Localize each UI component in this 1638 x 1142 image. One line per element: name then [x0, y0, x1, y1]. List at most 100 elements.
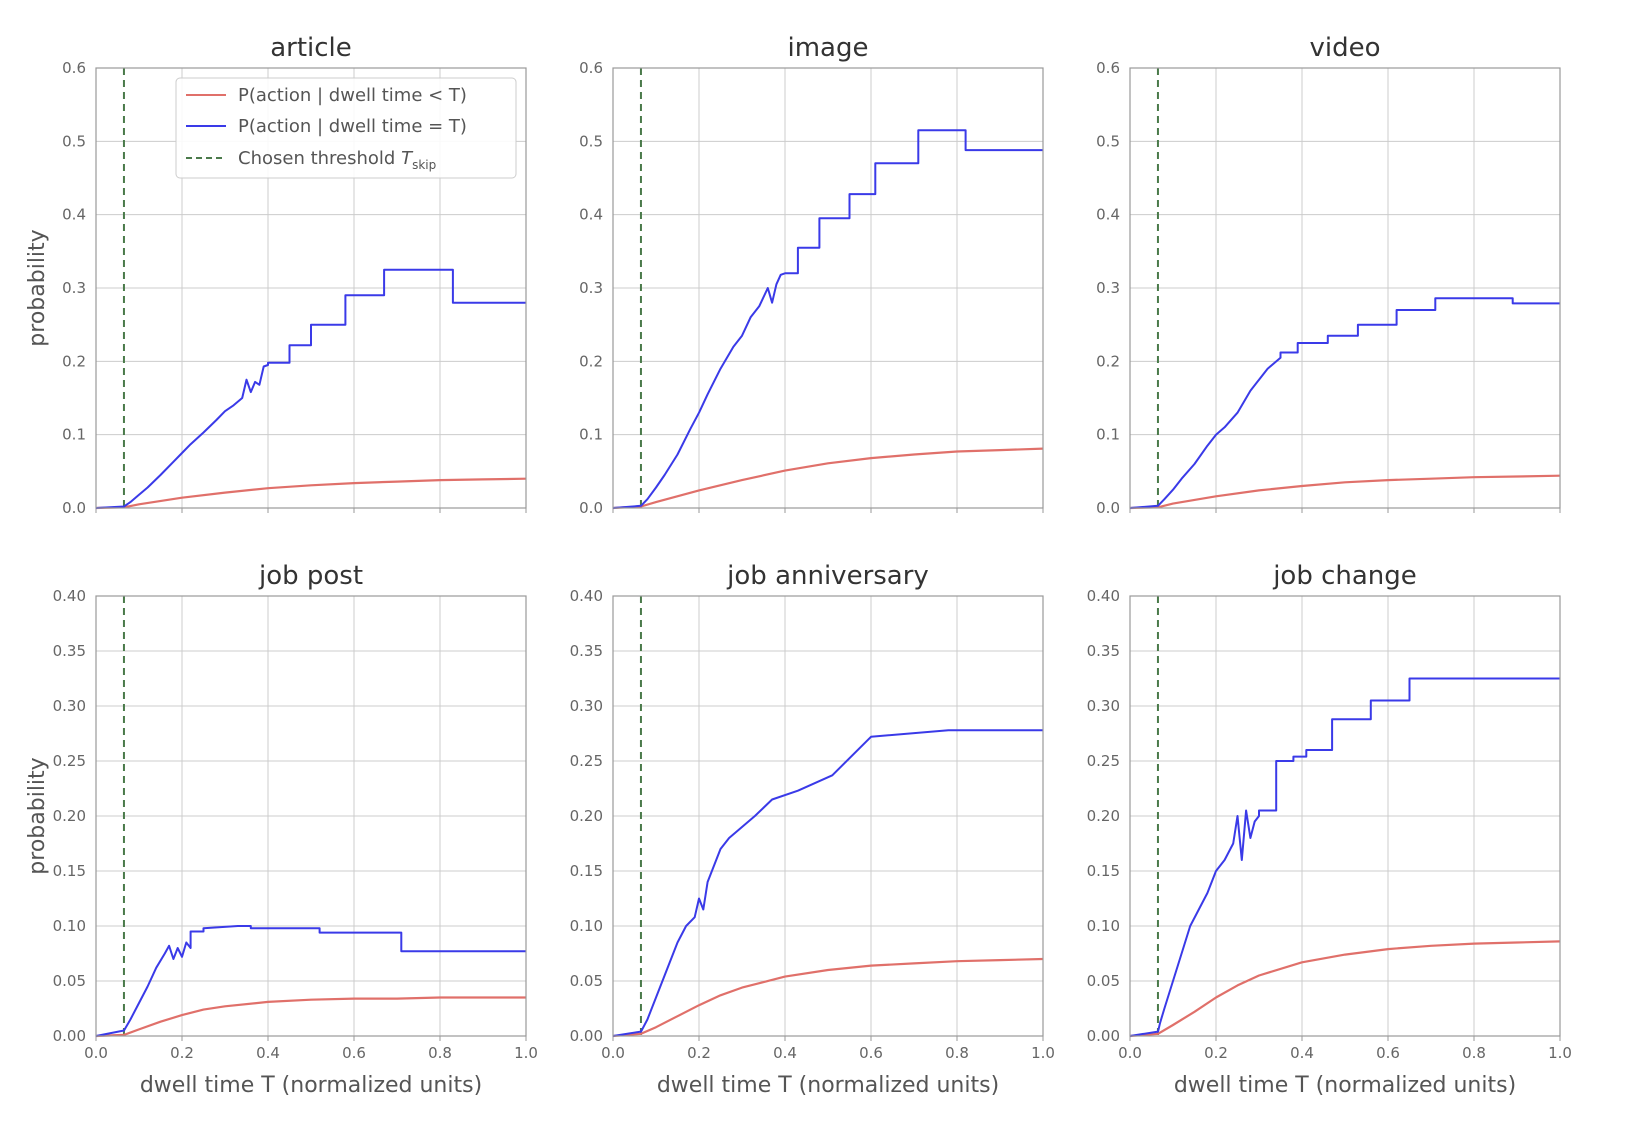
y-tick-label: 0.20	[1087, 807, 1120, 825]
y-tick-label: 0.35	[1087, 642, 1120, 660]
x-tick-label: 1.0	[1548, 1044, 1572, 1062]
y-tick-label: 0.4	[579, 206, 603, 224]
plot-frame	[1129, 67, 1561, 509]
y-tick-label: 0.5	[1096, 132, 1120, 150]
panel-title: job anniversary	[726, 561, 929, 591]
plot-frame	[612, 67, 1044, 509]
x-tick-label: 0.0	[601, 1044, 625, 1062]
plot-frame	[95, 595, 527, 1037]
plot-frame	[1129, 595, 1561, 1037]
y-tick-label: 0.15	[53, 862, 86, 880]
x-tick-label: 1.0	[1031, 1044, 1055, 1062]
series-line-below-threshold	[1129, 474, 1561, 510]
y-tick-label: 0.30	[570, 697, 603, 715]
y-tick-label: 0.1	[1096, 426, 1120, 444]
y-tick-label: 0.15	[1087, 862, 1120, 880]
y-tick-label: 0.3	[62, 279, 86, 297]
y-tick-label: 0.05	[53, 972, 86, 990]
y-tick-label: 0.3	[1096, 279, 1120, 297]
y-tick-label: 0.5	[62, 132, 86, 150]
y-tick-label: 0.2	[1096, 352, 1120, 370]
y-tick-label: 0.10	[1087, 917, 1120, 935]
y-tick-label: 0.40	[570, 587, 603, 605]
panel-title: job change	[1272, 561, 1417, 591]
y-tick-label: 0.25	[1087, 752, 1120, 770]
y-tick-label: 0.6	[1096, 59, 1120, 77]
y-tick-label: 0.00	[570, 1027, 603, 1045]
series-line-at-threshold	[612, 129, 1043, 509]
y-tick-label: 0.0	[579, 499, 603, 517]
x-tick-label: 0.6	[859, 1044, 883, 1062]
x-tick-label: 0.8	[1462, 1044, 1486, 1062]
x-tick-label: 0.4	[256, 1044, 280, 1062]
y-tick-label: 0.5	[579, 132, 603, 150]
x-tick-label: 0.4	[1290, 1044, 1314, 1062]
x-tick-label: 0.6	[1376, 1044, 1400, 1062]
panel-job-anniversary: 0.00 0.05 0.10 0.15 0.20 0.25 0.30 0.35 0.40 0.0 0…	[570, 561, 1055, 1098]
y-tick-label: 0.40	[53, 587, 86, 605]
y-tick-label: 0.00	[1087, 1027, 1120, 1045]
y-tick-label: 0.0	[62, 499, 86, 517]
y-tick-label: 0.20	[53, 807, 86, 825]
series-line-at-threshold	[95, 925, 526, 1037]
x-axis-label: dwell time T (normalized units)	[657, 1073, 999, 1098]
legend-label-below-threshold: P(action | dwell time < T)	[238, 85, 467, 106]
series-line-at-threshold	[95, 268, 526, 509]
series-line-at-threshold	[1129, 677, 1560, 1037]
series-line-below-threshold	[1129, 940, 1561, 1038]
x-tick-label: 0.4	[773, 1044, 797, 1062]
x-tick-label: 0.8	[428, 1044, 452, 1062]
y-tick-label: 0.00	[53, 1027, 86, 1045]
x-tick-label: 0.0	[84, 1044, 108, 1062]
y-tick-label: 0.35	[570, 642, 603, 660]
y-tick-label: 0.2	[579, 352, 603, 370]
x-tick-label: 0.8	[945, 1044, 969, 1062]
x-axis-label: dwell time T (normalized units)	[1174, 1073, 1516, 1098]
panel-title: article	[270, 33, 352, 63]
y-tick-label: 0.1	[579, 426, 603, 444]
panel-video: 0.0 0.1 0.2 0.3 0.4 0.5 0.6 video	[1096, 33, 1561, 517]
y-tick-label: 0.30	[1087, 697, 1120, 715]
y-tick-label: 0.25	[53, 752, 86, 770]
y-tick-label: 0.15	[570, 862, 603, 880]
x-tick-label: 0.0	[1118, 1044, 1142, 1062]
y-tick-label: 0.4	[1096, 206, 1120, 224]
series-line-below-threshold	[612, 447, 1044, 510]
series-line-at-threshold	[612, 729, 1043, 1037]
x-axis-label: dwell time T (normalized units)	[140, 1073, 482, 1098]
y-axis-label: probability	[25, 757, 50, 874]
y-axis-label: probability	[25, 229, 50, 346]
panel-job-post: 0.00 0.05 0.10 0.15 0.20 0.25 0.30 0.35 0.40 0.0 0…	[25, 561, 538, 1098]
x-tick-label: 1.0	[514, 1044, 538, 1062]
panel-image: 0.0 0.1 0.2 0.3 0.4 0.5 0.6 image	[579, 33, 1044, 517]
y-tick-label: 0.3	[579, 279, 603, 297]
legend-box	[175, 77, 517, 179]
y-tick-label: 0.4	[62, 206, 86, 224]
y-tick-label: 0.1	[62, 426, 86, 444]
y-tick-label: 0.6	[62, 59, 86, 77]
y-tick-label: 0.10	[53, 917, 86, 935]
legend-label-at-threshold: P(action | dwell time = T)	[238, 116, 467, 137]
x-tick-label: 0.2	[170, 1044, 194, 1062]
y-tick-label: 0.40	[1087, 587, 1120, 605]
plot-frame	[612, 595, 1044, 1037]
y-tick-label: 0.20	[570, 807, 603, 825]
series-line-at-threshold	[1129, 297, 1560, 509]
y-tick-label: 0.2	[62, 352, 86, 370]
legend: P(action | dwell time < T) P(action | dw…	[175, 77, 517, 179]
panel-title: image	[788, 33, 869, 63]
panel-title: job post	[258, 561, 363, 591]
legend-threshold-text: Chosen threshold	[238, 148, 401, 169]
y-tick-label: 0.0	[1096, 499, 1120, 517]
legend-threshold-subscript: skip	[412, 158, 436, 172]
series-line-below-threshold	[95, 477, 527, 510]
series-line-below-threshold	[95, 996, 526, 1038]
y-tick-label: 0.6	[579, 59, 603, 77]
y-tick-label: 0.10	[570, 917, 603, 935]
legend-label-threshold: Chosen threshold Tskip	[238, 148, 436, 172]
series-line-below-threshold	[612, 957, 1044, 1038]
x-tick-label: 0.6	[342, 1044, 366, 1062]
legend-threshold-symbol: T	[401, 148, 414, 169]
plot-frame	[95, 67, 527, 509]
y-tick-label: 0.35	[53, 642, 86, 660]
